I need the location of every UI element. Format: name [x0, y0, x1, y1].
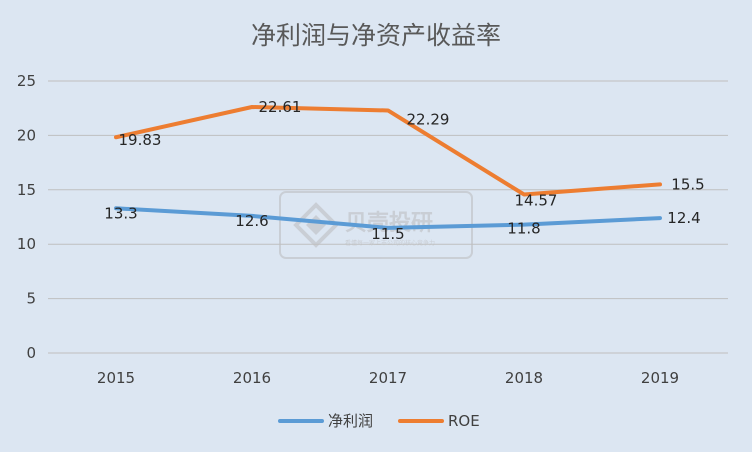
data-label: 11.5 — [371, 225, 404, 243]
y-tick-label: 20 — [17, 126, 36, 144]
series — [114, 105, 662, 230]
x-axis: 2015 2016 2017 2018 2019 — [97, 369, 679, 387]
legend-label: 净利润 — [328, 412, 373, 430]
x-tick-label: 2018 — [505, 369, 543, 387]
grid — [48, 80, 728, 354]
chart-title: 净利润与净资产收益率 — [251, 21, 501, 50]
legend: 净利润 ROE — [278, 412, 480, 430]
y-tick-label: 15 — [17, 181, 36, 199]
data-label: 14.57 — [515, 191, 558, 209]
data-label: 12.6 — [235, 212, 268, 230]
x-tick-label: 2019 — [641, 369, 679, 387]
series-line-net-profit — [114, 206, 662, 230]
data-label: 22.61 — [259, 98, 302, 116]
y-axis: 0 5 10 15 20 25 — [17, 72, 36, 362]
data-label: 15.5 — [671, 175, 704, 193]
data-label: 13.3 — [104, 204, 137, 222]
y-tick-label: 0 — [26, 344, 36, 362]
series-line-roe — [114, 105, 662, 197]
x-tick-label: 2017 — [369, 369, 407, 387]
data-label: 19.83 — [119, 131, 162, 149]
watermark-subtext: 看懂每一家上市公司的核心竞争力 — [345, 239, 435, 247]
data-label: 11.8 — [507, 220, 540, 238]
data-label: 12.4 — [667, 209, 700, 227]
data-labels: 13.3 12.6 11.5 11.8 12.4 19.83 22.61 22.29 14.57… — [104, 98, 704, 243]
y-tick-label: 25 — [17, 72, 36, 90]
y-tick-label: 10 — [17, 235, 36, 253]
x-tick-label: 2016 — [233, 369, 271, 387]
y-tick-label: 5 — [26, 290, 36, 308]
watermark-logo-icon — [293, 202, 339, 248]
legend-label: ROE — [448, 412, 480, 430]
data-label: 22.29 — [407, 110, 450, 128]
x-tick-label: 2015 — [97, 369, 135, 387]
